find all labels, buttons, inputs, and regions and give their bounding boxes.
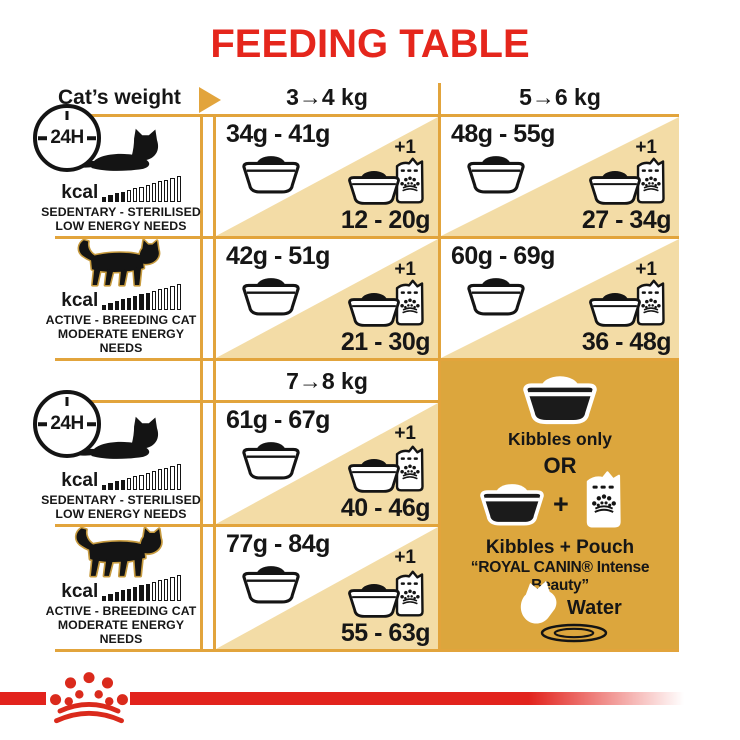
royal-canin-crown-logo [45,668,133,726]
cat-walking-icon [59,527,183,579]
bowl-icon [346,458,402,495]
plus-one-pouch: +1 [635,137,657,158]
profile-line1: ACTIVE - BREEDING CAT [45,603,197,618]
feeding-options-panel: Kibbles only OR + Kibbles + Pouch “ROYAL… [441,361,679,649]
plus-one-pouch: +1 [394,547,416,568]
profile-line2: LOW ENERGY NEEDS [55,506,187,521]
kibbles-plus-pouch-amount: 12 - 20g [340,206,431,234]
grid-line-row2 [55,358,679,361]
kibbles-plus-pouch-amount: 21 - 30g [340,328,431,356]
profile-line1: SEDENTARY - STERILISED [41,492,201,507]
24h-clock-icon: 24H [33,104,101,172]
bowl-icon [240,565,302,606]
clock-dash-right [87,422,96,426]
grid-line-mid-col [438,83,441,652]
kibbles-only-amount: 42g - 51g [226,242,330,270]
kcal-bars [102,284,181,310]
pouch-icon [579,469,629,531]
kcal-bars [102,176,181,202]
plus-one-pouch: +1 [394,259,416,280]
grid-line-row1 [55,236,679,239]
plus-one-pouch: +1 [635,259,657,280]
brand-bar-right [130,692,684,705]
clock-label: 24H [50,127,84,148]
cell-3-4kg-sedentary: 34g - 41g +1 12 - 20g [216,117,438,236]
bowl-icon [587,292,643,329]
bowl-icon [587,170,643,207]
water-ripples-icon [537,621,611,645]
clock-dash-right [87,136,96,140]
kibbles-only-label: Kibbles only [507,429,613,449]
clock-tick [65,111,69,120]
kcal-meter: kcal [61,176,181,202]
kcal-bars [102,575,181,601]
kcal-meter: kcal [61,464,181,490]
grid-line-row3 [55,524,440,527]
profile-line2: MODERATE ENERGY NEEDS [57,617,185,646]
cat-walking-icon [59,239,183,288]
kibbles-pouch-label: Kibbles + Pouch [485,537,635,558]
cell-3-4kg-active: 42g - 51g +1 21 - 30g [216,239,438,358]
clock-dash-left [38,422,47,426]
kcal-meter: kcal [61,284,181,310]
cell-5-6kg-active: 60g - 69g +1 36 - 48g [441,239,679,358]
kibbles-plus-pouch-amount: 36 - 48g [581,328,672,356]
24h-clock-icon: 24H [33,390,101,458]
plus-one-pouch: +1 [394,423,416,444]
profile-line2: LOW ENERGY NEEDS [55,218,187,233]
clock-label: 24H [50,413,84,434]
bowl-icon [240,155,302,196]
clock-dash-left [38,136,47,140]
profile-active-2: kcal ACTIVE - BREEDING CAT MODERATE ENER… [40,527,202,649]
weight-range-3-4kg: 3→4 kg [286,84,368,110]
bowl-icon [346,292,402,329]
profile-line1: ACTIVE - BREEDING CAT [45,312,197,327]
bowl-icon [477,483,547,528]
cell-7-8kg-sedentary: 61g - 67g +1 40 - 46g [216,403,438,524]
cats-weight-label: Cat’s weight [58,86,181,109]
or-label: OR [543,453,577,478]
profile-line1: SEDENTARY - STERILISED [41,204,201,219]
bowl-icon [465,155,527,196]
bowl-icon [520,375,600,427]
weight-arrow-icon [199,87,221,113]
bowl-icon [240,441,302,482]
grid-line-bottom [55,649,679,652]
kibbles-plus-pouch-amount: 27 - 34g [581,206,672,234]
grid-line-header2 [60,400,440,403]
grid-line-header [60,114,679,117]
grid-line-data-col [213,114,216,649]
kibbles-only-amount: 77g - 84g [226,530,330,558]
bowl-icon [346,583,402,620]
kibbles-only-amount: 34g - 41g [226,120,330,148]
kcal-meter: kcal [61,575,181,601]
bowl-icon [240,277,302,318]
kibbles-only-amount: 48g - 55g [451,120,555,148]
brand-bar-left [0,692,46,705]
bowl-icon [346,170,402,207]
plus-one-pouch: +1 [394,137,416,158]
profile-active-1: kcal ACTIVE - BREEDING CAT MODERATE ENER… [40,239,202,358]
cell-7-8kg-active: 77g - 84g +1 55 - 63g [216,527,438,649]
grid-line-label-col [200,114,203,649]
water-label: Water [567,597,622,619]
page-title: FEEDING TABLE [210,22,530,66]
weight-range-7-8kg: 7→8 kg [286,367,368,394]
kibbles-only-amount: 61g - 67g [226,406,330,434]
plus-sign: + [553,489,569,519]
profile-sedentary-2: kcal SEDENTARY - STERILISED LOW ENERGY N… [40,403,202,524]
profile-line2: MODERATE ENERGY NEEDS [57,326,185,355]
weight-range-5-6kg: 5→6 kg [519,84,601,110]
clock-tick [65,397,69,406]
kibbles-plus-pouch-amount: 55 - 63g [340,619,431,647]
kcal-bars [102,464,181,490]
cell-5-6kg-sedentary: 48g - 55g +1 27 - 34g [441,117,679,236]
kibbles-plus-pouch-amount: 40 - 46g [340,494,431,522]
kibbles-only-amount: 60g - 69g [451,242,555,270]
profile-sedentary-1: kcal SEDENTARY - STERILISED LOW ENERGY N… [40,117,202,236]
bowl-icon [465,277,527,318]
